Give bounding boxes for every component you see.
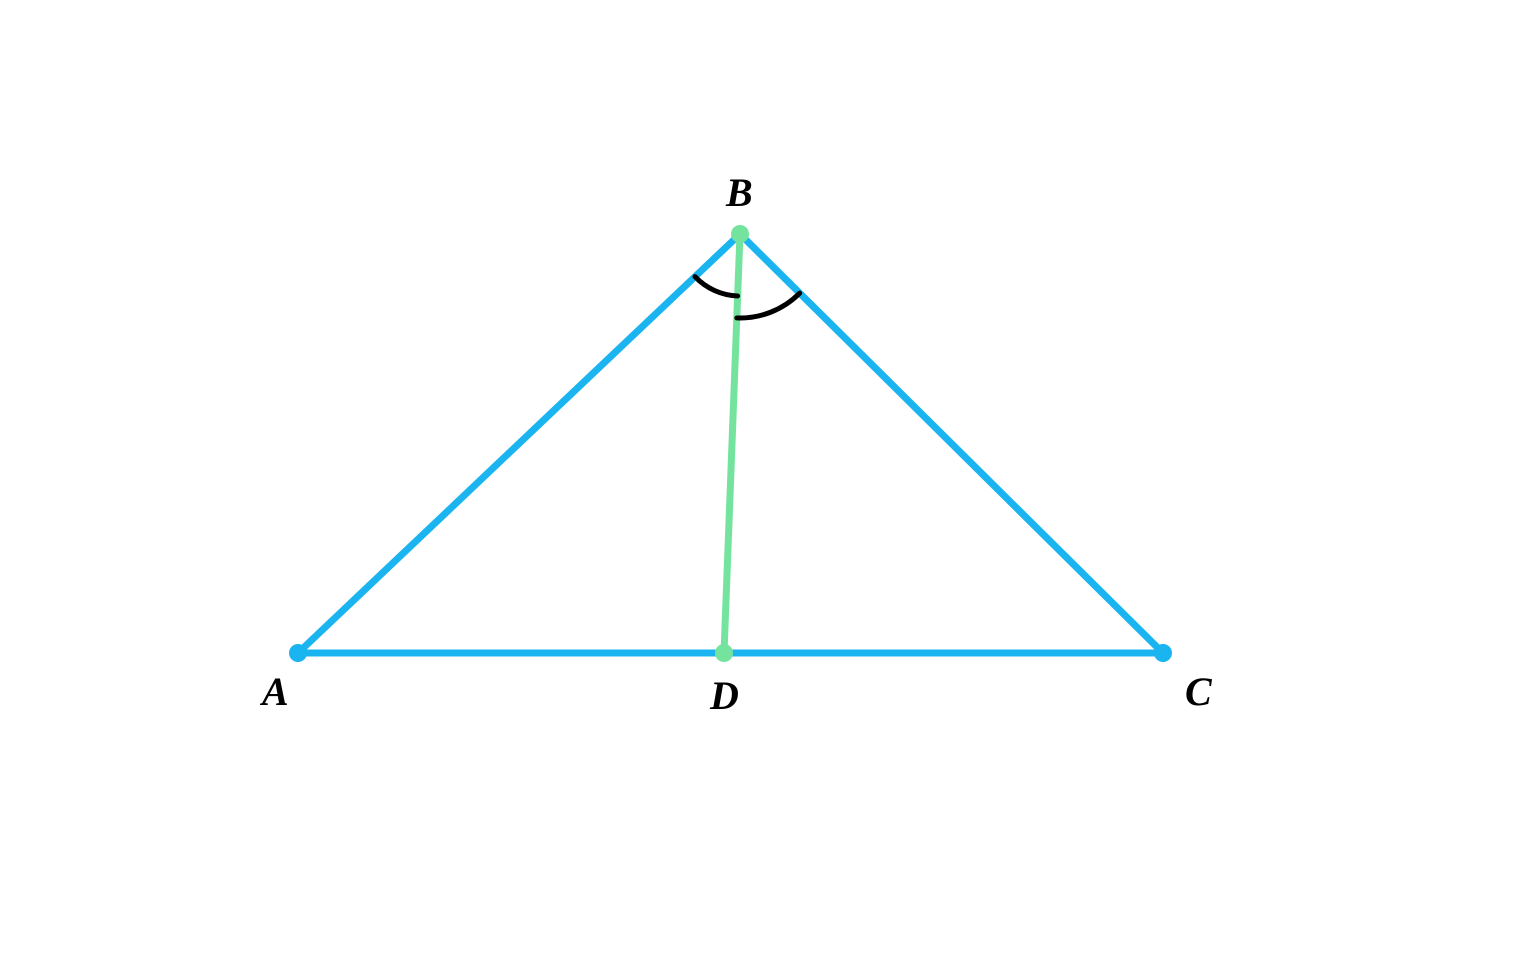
angle-arcs (695, 277, 800, 318)
segment-AB (298, 234, 740, 653)
label-D: D (709, 673, 739, 718)
point-D (715, 644, 733, 662)
label-B: B (725, 170, 753, 215)
point-B (731, 225, 749, 243)
point-A (289, 644, 307, 662)
point-C (1154, 644, 1172, 662)
label-C: C (1185, 669, 1213, 714)
angle-arc-1 (695, 277, 738, 296)
label-A: A (259, 669, 289, 714)
geometry-diagram: A B C D (0, 0, 1536, 954)
segment-BC (740, 234, 1163, 653)
angle-arc-2 (737, 293, 800, 318)
